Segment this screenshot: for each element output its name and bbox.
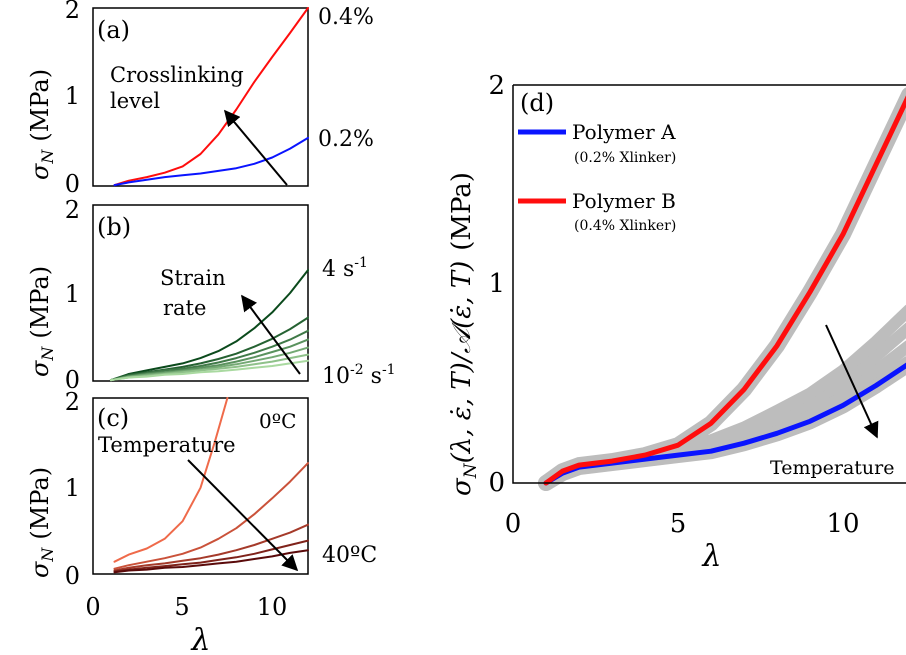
panel-d-tag: (d) (520, 89, 554, 117)
panel-c-xlabel: λ (190, 623, 210, 655)
panel-a-ylabel: σN (MPa) (26, 69, 57, 180)
panel-b-label-bottom: 10-2 s-1 (322, 362, 396, 389)
panel-c-xtick: 0 (85, 593, 100, 621)
panel-c-yticks: 0 1 2 (65, 388, 80, 590)
panel-c-ytick: 2 (65, 388, 80, 416)
panel-d: (d) Polymer A (0.2% Xlinker) Polymer B (… (447, 71, 906, 574)
panel-d-ytick: 1 (488, 269, 505, 299)
panel-c-xticks: 0 5 10 (85, 593, 287, 621)
panel-c-ylabel: σN(MPa) (26, 467, 57, 578)
panel-c-label-bottom: 40ºC (322, 543, 377, 568)
panel-a-tag: (a) (97, 16, 130, 44)
series-line-b-7 (109, 359, 309, 382)
panel-d-xticks: 0 5 10 (505, 509, 860, 539)
panel-a-label-bottom: 0.2% (318, 127, 374, 152)
panel-d-ytick: 2 (488, 71, 505, 101)
series-line-a-2 (113, 136, 309, 187)
panel-c-xtick: 5 (174, 593, 189, 621)
panel-c-xtick: 10 (257, 593, 288, 621)
legend-polymer-b-name: Polymer B (572, 189, 676, 213)
series-line-c-3 (113, 523, 309, 572)
panel-a-frame (92, 7, 309, 187)
panel-b-ytick: 0 (65, 366, 80, 394)
panel-d-arrow (825, 324, 879, 439)
panel-a-ytick: 0 (65, 170, 80, 198)
legend-polymer-b-note: (0.4% Xlinker) (574, 218, 676, 234)
ylabel-sub: N (38, 149, 57, 165)
panel-c-label-top: 0ºC (259, 409, 296, 433)
gray-spread-band-3 (672, 304, 906, 454)
panel-d-xlabel: λ (701, 539, 721, 574)
panel-b-annotation-line2: rate (163, 296, 206, 320)
panel-c: (c) Temperature 0ºC 40ºC 0 1 2 0 5 10 λ … (26, 388, 377, 655)
panel-b-tag: (b) (97, 213, 131, 241)
panel-a-arrow (223, 109, 288, 186)
panel-b-annotation-line1: Strain (160, 266, 226, 290)
panel-b-label-top: 4 s-1 (322, 255, 368, 282)
panel-b: (b) Strain rate 4 s-1 10-2 s-1 0 1 2 σN(… (26, 196, 396, 394)
panel-d-series (543, 95, 906, 486)
panel-c-annotation: Temperature (98, 433, 236, 457)
panel-d-xtick: 10 (826, 509, 859, 539)
panel-b-ytick: 2 (65, 196, 80, 224)
series-line-b-1 (109, 269, 309, 382)
panel-d-ylabel: σN(λ, ε̇, T)/𝒜(ε̇, T)(MPa) (447, 172, 481, 496)
svg-text:σN(MPa): σN(MPa) (26, 266, 57, 377)
panel-c-frame (92, 397, 309, 575)
panel-a-series (113, 7, 309, 187)
panel-a-label-top: 0.4% (318, 5, 374, 30)
series-line-c-1 (113, 397, 229, 563)
panel-d-annotation: Temperature (770, 457, 894, 479)
panel-d-xtick: 0 (505, 509, 522, 539)
panel-c-ytick: 0 (65, 562, 80, 590)
svg-text:σN(λ, ε̇, T)/𝒜(ε̇, T)(MPa): σN(λ, ε̇, T)/𝒜(ε̇, T)(MPa) (447, 172, 481, 496)
panel-d-yticks: 0 1 2 (488, 71, 505, 498)
panel-d-ytick: 0 (488, 468, 505, 498)
ylabel-unit: (MPa) (26, 69, 54, 142)
series-line-c-5 (113, 549, 309, 574)
panel-a-annotation-line1: Crosslinking (110, 63, 244, 87)
panel-d-frame (512, 84, 906, 484)
legend-polymer-a-name: Polymer A (572, 120, 676, 144)
panel-b-arrow (241, 294, 301, 375)
panel-c-arrow (187, 459, 299, 572)
series-line-c-2 (113, 462, 309, 570)
series-line-d-2 (543, 95, 906, 486)
panel-a: (a) Crosslinking level 0.4% 0.2% 0 1 2 σ… (26, 0, 374, 198)
panel-a-annotation-line2: level (110, 89, 160, 113)
panel-b-yticks: 0 1 2 (65, 196, 80, 394)
panel-a-yticks: 0 1 2 (65, 0, 80, 198)
panel-d-xtick: 5 (670, 509, 687, 539)
panel-c-tag: (c) (97, 404, 129, 432)
svg-text:σN(MPa): σN (MPa) (26, 69, 57, 180)
legend-polymer-a-note: (0.2% Xlinker) (574, 150, 676, 166)
series-line-a-1 (113, 7, 309, 187)
panel-b-ylabel: σN(MPa) (26, 266, 57, 377)
panel-d-legend: Polymer A (0.2% Xlinker) Polymer B (0.4%… (518, 120, 676, 234)
panel-c-ytick: 1 (65, 474, 80, 502)
svg-text:σN(MPa): σN(MPa) (26, 467, 57, 578)
panel-a-ytick: 1 (65, 82, 80, 110)
panel-b-series (109, 269, 309, 382)
panel-b-ytick: 1 (65, 280, 80, 308)
panel-b-frame (92, 204, 309, 382)
ylabel-sigma: σ (26, 163, 54, 180)
panel-a-ytick: 2 (65, 0, 80, 24)
